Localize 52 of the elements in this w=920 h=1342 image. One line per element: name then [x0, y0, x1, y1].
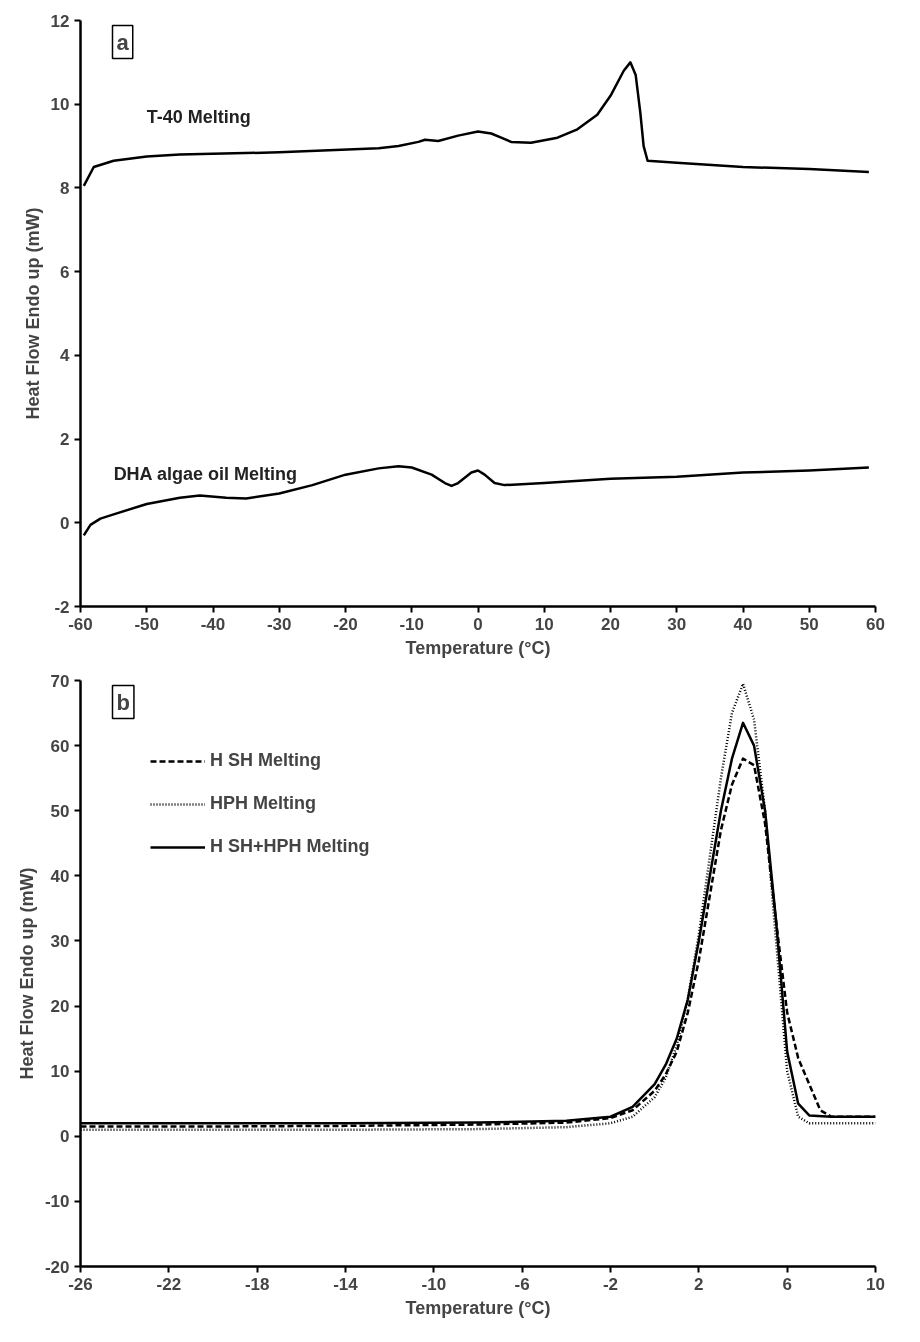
x-tick-label: -30 [266, 614, 292, 634]
y-tick-label: -20 [44, 1257, 70, 1277]
x-tick-label: -18 [244, 1274, 270, 1294]
x-tick-label: 30 [667, 614, 687, 634]
x-tick-label: 10 [866, 1274, 885, 1294]
x-tick-label: -40 [200, 614, 226, 634]
x-tick-label: 20 [601, 614, 620, 634]
series-label: T-40 Melting [146, 106, 251, 127]
y-tick-label: 10 [50, 95, 70, 115]
y-axis-title: Heat Flow Endo up (mW) [22, 207, 43, 420]
x-tick-label: -50 [134, 614, 160, 634]
legend-label: H SH+HPH Melting [210, 836, 370, 857]
x-tick-label: -10 [399, 614, 425, 634]
x-tick-label: -6 [514, 1274, 530, 1294]
x-tick-label: 40 [733, 614, 753, 634]
x-axis-title: Temperature (°C) [405, 637, 551, 658]
y-tick-label: 40 [50, 866, 70, 886]
y-tick-label: 50 [50, 801, 70, 821]
x-tick-label: 6 [782, 1274, 792, 1294]
y-tick-label: 12 [50, 11, 70, 31]
y-tick-label: 60 [50, 736, 70, 756]
x-tick-label: 0 [473, 614, 483, 634]
x-tick-label: -22 [156, 1274, 182, 1294]
chart-title: b [116, 689, 130, 715]
x-tick-label: 60 [866, 614, 885, 634]
y-tick-label: 30 [50, 931, 70, 951]
x-tick-label: 10 [534, 614, 554, 634]
chart-title: a [116, 29, 130, 55]
y-tick-label: -2 [54, 597, 70, 617]
x-tick-label: -10 [421, 1274, 447, 1294]
x-tick-label: 2 [694, 1274, 704, 1294]
y-tick-label: 4 [60, 346, 71, 366]
y-tick-label: 8 [60, 178, 70, 198]
x-tick-label: 50 [799, 614, 819, 634]
x-axis-title: Temperature (°C) [405, 1297, 551, 1318]
y-tick-label: 0 [60, 1127, 70, 1147]
x-tick-label: -2 [602, 1274, 619, 1294]
y-tick-label: 70 [50, 671, 70, 691]
y-tick-label: 6 [60, 262, 70, 282]
y-tick-label: -10 [44, 1192, 70, 1212]
x-tick-label: -14 [333, 1274, 359, 1294]
x-tick-label: -26 [68, 1274, 93, 1294]
series-label: DHA algae oil Melting [113, 464, 297, 485]
x-tick-label: -20 [333, 614, 358, 634]
y-axis-title: Heat Flow Endo up (mW) [16, 867, 37, 1080]
y-tick-label: 20 [50, 997, 70, 1017]
legend-label: HPH Melting [210, 793, 316, 814]
y-tick-label: 2 [60, 430, 70, 450]
legend-label: H SH Melting [210, 750, 321, 771]
x-tick-label: -60 [68, 614, 93, 634]
y-tick-label: 10 [50, 1062, 70, 1082]
y-tick-label: 0 [60, 513, 70, 533]
